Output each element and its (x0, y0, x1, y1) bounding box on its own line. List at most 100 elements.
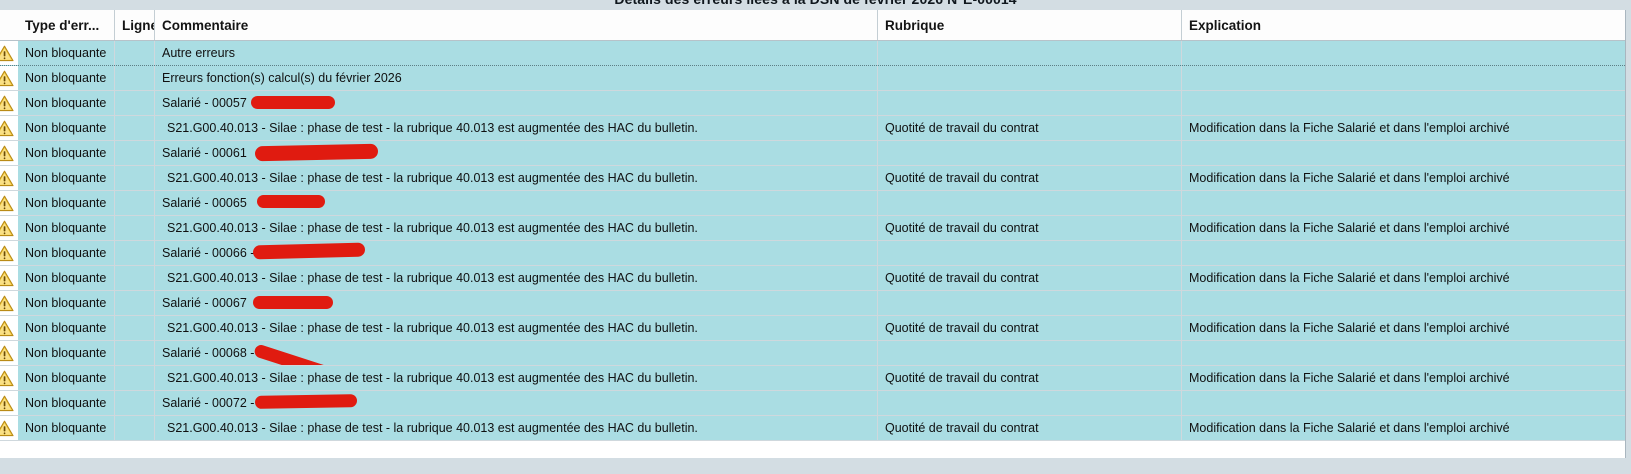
table-row[interactable]: Non bloquante Salarié - 00067 (0, 291, 1625, 316)
cell-commentaire-text: S21.G00.40.013 - Silae : phase de test -… (167, 321, 698, 335)
cell-type-erreur: Non bloquante (18, 91, 115, 115)
table-row[interactable]: Non bloquante S21.G00.40.013 - Silae : ph… (0, 116, 1625, 141)
warning-triangle-icon (0, 170, 14, 187)
cell-type-erreur: Non bloquante (18, 66, 115, 90)
cell-type-erreur: Non bloquante (18, 366, 115, 390)
warning-triangle-icon (0, 395, 14, 412)
cell-rubrique (878, 391, 1182, 415)
row-severity-icon-cell (0, 366, 18, 390)
cell-commentaire: Salarié - 00072 - (155, 391, 878, 415)
cell-rubrique: Quotité de travail du contrat (878, 266, 1182, 290)
cell-commentaire-text: S21.G00.40.013 - Silae : phase de test -… (167, 421, 698, 435)
cell-commentaire-text: Autre erreurs (162, 46, 235, 60)
table-row[interactable]: Non bloquante Salarié - 00057 (0, 91, 1625, 116)
redaction-mark (254, 143, 379, 162)
cell-explication: Modification dans la Fiche Salarié et da… (1189, 171, 1510, 185)
cell-ligne (115, 341, 155, 365)
warning-triangle-icon (0, 270, 14, 287)
warning-triangle-icon (0, 45, 14, 62)
table-row[interactable]: Non bloquante S21.G00.40.013 - Silae : ph… (0, 316, 1625, 341)
cell-type-erreur: Non bloquante (18, 316, 115, 340)
cell-ligne (115, 41, 155, 65)
table-row[interactable]: Non bloquante Salarié - 00068 - (0, 341, 1625, 366)
cell-rubrique (878, 341, 1182, 365)
cell-commentaire-text: Erreurs fonction(s) calcul(s) du février… (162, 71, 402, 85)
row-severity-icon-cell (0, 166, 18, 190)
error-grid-container: Type d'err... Ligne Commentaire Rubrique… (0, 10, 1631, 474)
cell-ligne (115, 266, 155, 290)
cell-commentaire-text: S21.G00.40.013 - Silae : phase de test -… (167, 121, 698, 135)
warning-triangle-icon (0, 70, 14, 87)
cell-explication (1182, 191, 1625, 215)
row-severity-icon-cell (0, 191, 18, 215)
table-row[interactable]: Non bloquante S21.G00.40.013 - Silae : ph… (0, 266, 1625, 291)
column-header-icon (0, 10, 18, 40)
cell-commentaire-text: S21.G00.40.013 - Silae : phase de test -… (167, 221, 698, 235)
cell-ligne (115, 91, 155, 115)
cell-commentaire-text: Salarié - 00066 - (162, 246, 255, 260)
cell-rubrique: Quotité de travail du contrat (878, 416, 1182, 440)
cell-commentaire: S21.G00.40.013 - Silae : phase de test -… (155, 116, 878, 140)
table-row[interactable]: Non bloquante Salarié - 00061 (0, 141, 1625, 166)
row-severity-icon-cell (0, 216, 18, 240)
cell-rubrique (878, 191, 1182, 215)
cell-commentaire-text: S21.G00.40.013 - Silae : phase de test -… (167, 371, 698, 385)
table-row[interactable]: Non bloquante S21.G00.40.013 - Silae : ph… (0, 166, 1625, 191)
warning-triangle-icon (0, 295, 14, 312)
cell-type-erreur: Non bloquante (18, 116, 115, 140)
cell-explication: Modification dans la Fiche Salarié et da… (1189, 371, 1510, 385)
column-header-rubrique[interactable]: Rubrique (878, 10, 1182, 40)
table-row[interactable]: Non bloquante Salarié - 00072 - (0, 391, 1625, 416)
cell-explication: Modification dans la Fiche Salarié et da… (1189, 221, 1510, 235)
cell-ligne (115, 291, 155, 315)
table-row[interactable]: Non bloquante Salarié - 00065 (0, 191, 1625, 216)
table-row[interactable]: Non bloquante S21.G00.40.013 - Silae : ph… (0, 416, 1625, 441)
table-row[interactable]: Non bloquante Salarié - 00066 - (0, 241, 1625, 266)
cell-commentaire: S21.G00.40.013 - Silae : phase de test -… (155, 216, 878, 240)
table-row[interactable]: Non bloquante Autre erreurs (0, 41, 1625, 66)
cell-commentaire: Erreurs fonction(s) calcul(s) du février… (155, 66, 878, 90)
cell-ligne (115, 66, 155, 90)
row-severity-icon-cell (0, 316, 18, 340)
redaction-mark (253, 296, 333, 309)
cell-type-erreur: Non bloquante (18, 341, 115, 365)
cell-commentaire: Salarié - 00065 (155, 191, 878, 215)
cell-rubrique (878, 241, 1182, 265)
column-header-explication[interactable]: Explication (1189, 17, 1262, 33)
cell-commentaire-text: Salarié - 00072 - (162, 396, 255, 410)
cell-type-erreur: Non bloquante (18, 291, 115, 315)
cell-explication (1182, 341, 1625, 365)
table-row[interactable]: Non bloquante S21.G00.40.013 - Silae : ph… (0, 366, 1625, 391)
redaction-mark (251, 96, 335, 109)
cell-explication (1182, 41, 1625, 65)
cell-rubrique (878, 141, 1182, 165)
cell-commentaire: S21.G00.40.013 - Silae : phase de test -… (155, 316, 878, 340)
redaction-mark (252, 242, 366, 260)
row-severity-icon-cell (0, 241, 18, 265)
grid-empty-area (0, 441, 1625, 458)
cell-ligne (115, 366, 155, 390)
row-severity-icon-cell (0, 41, 18, 65)
cell-commentaire: Salarié - 00067 (155, 291, 878, 315)
page-title: Détails des erreurs liées à la DSN de fé… (0, 0, 1631, 7)
cell-rubrique (878, 41, 1182, 65)
redaction-mark (252, 343, 349, 365)
cell-ligne (115, 241, 155, 265)
cell-commentaire: Salarié - 00068 - (155, 341, 878, 365)
column-header-commentaire[interactable]: Commentaire (155, 10, 878, 40)
cell-explication (1182, 66, 1625, 90)
cell-explication (1182, 391, 1625, 415)
cell-commentaire: S21.G00.40.013 - Silae : phase de test -… (155, 416, 878, 440)
cell-type-erreur: Non bloquante (18, 391, 115, 415)
table-row[interactable]: Non bloquante Erreurs fonction(s) calcul(… (0, 66, 1625, 91)
warning-triangle-icon (0, 370, 14, 387)
table-row[interactable]: Non bloquante S21.G00.40.013 - Silae : ph… (0, 216, 1625, 241)
column-header-type[interactable]: Type d'err... (18, 10, 115, 40)
column-header-ligne[interactable]: Ligne (115, 10, 155, 40)
warning-triangle-icon (0, 320, 14, 337)
row-severity-icon-cell (0, 116, 18, 140)
warning-triangle-icon (0, 95, 14, 112)
cell-ligne (115, 116, 155, 140)
warning-triangle-icon (0, 120, 14, 137)
